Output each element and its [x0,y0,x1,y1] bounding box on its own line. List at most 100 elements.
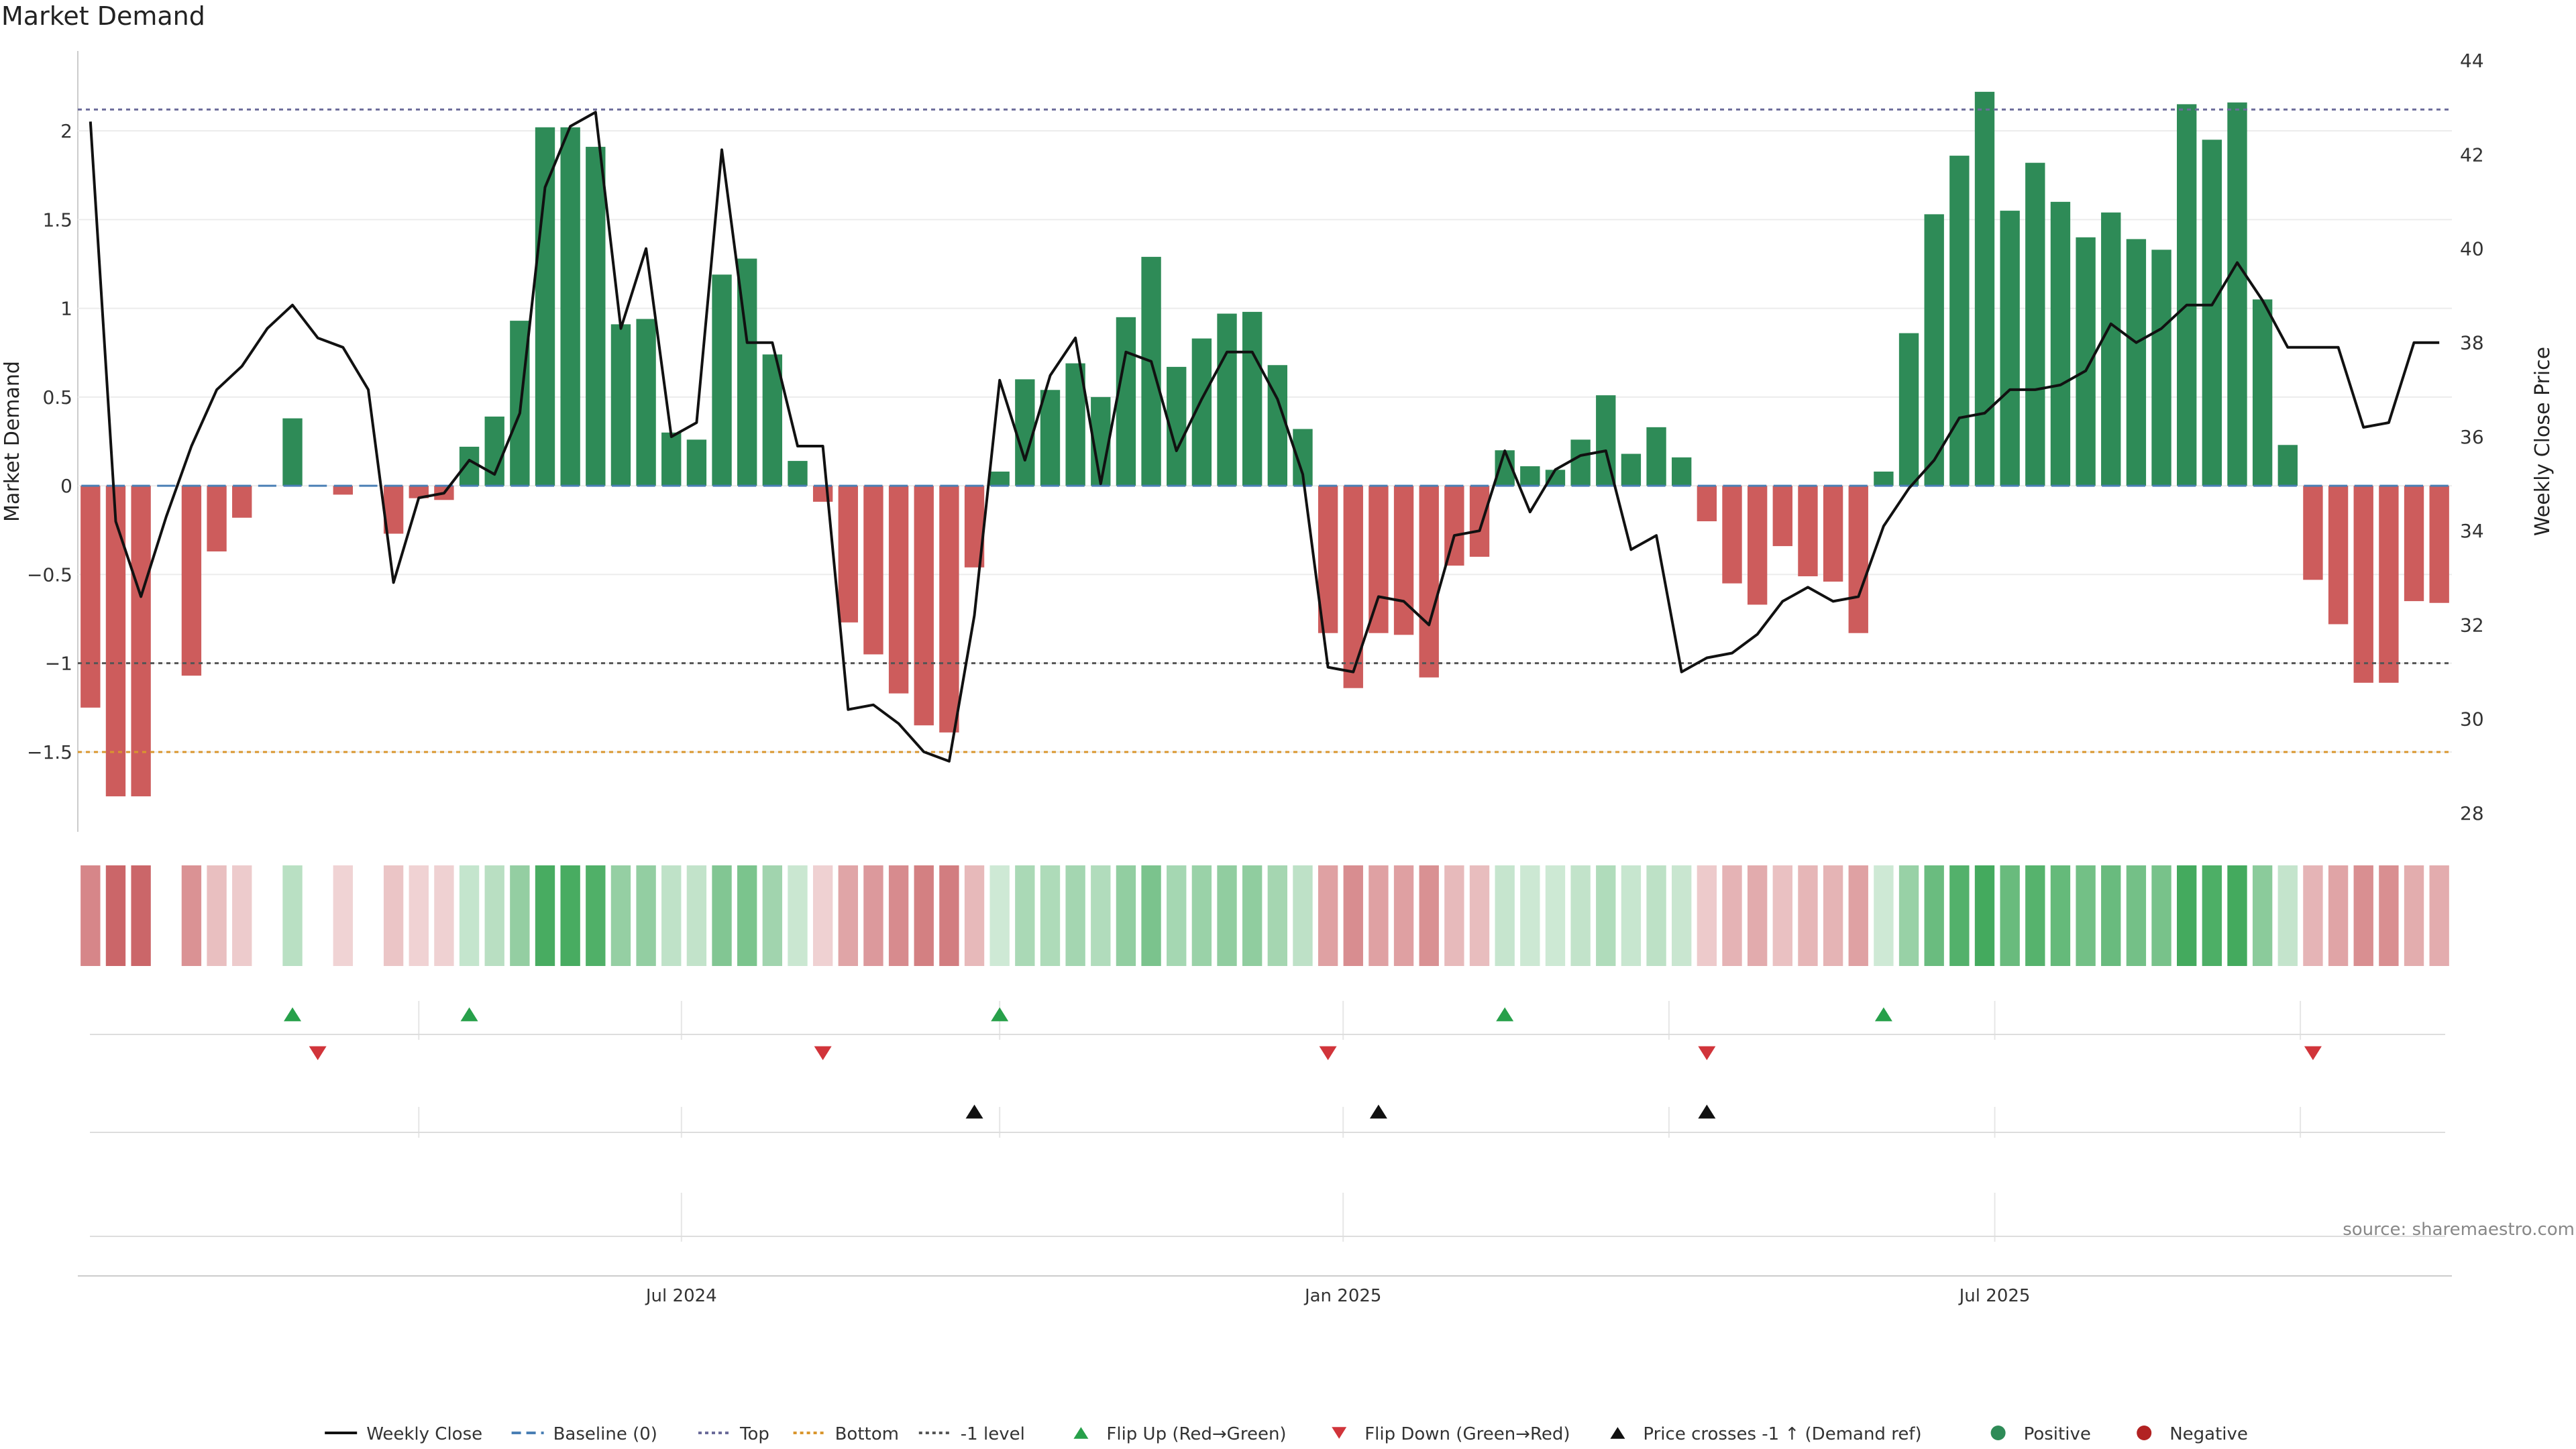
demand-bar-negative [1747,486,1768,605]
demand-bar-negative [939,486,959,733]
demand-bar-positive [1898,333,1919,486]
demand-bar-positive [459,446,480,486]
demand-bar-positive [2227,102,2247,486]
demand-bar-positive [2277,445,2298,486]
demand-heat-cell [232,865,252,966]
demand-heat-cell [1798,865,1818,966]
demand-bar-positive [610,324,631,486]
demand-heat-cell [1772,865,1792,966]
demand-bar-negative [914,486,934,726]
demand-heat-cell [989,865,1010,966]
demand-bar-negative [232,486,252,518]
demand-heat-cell [2277,865,2298,966]
x-tick-label: Jul 2025 [1958,1286,2031,1306]
demand-bar-positive [2025,162,2045,486]
demand-heat-cell [535,865,555,966]
legend-label: Price crosses -1 ↑ (Demand ref) [1643,1424,1921,1444]
demand-heat-cell [207,865,227,966]
demand-heat-cell [1596,865,1616,966]
demand-bar-negative [1722,486,1742,584]
source-note: source: sharemaestro.com [2343,1220,2575,1240]
demand-heat-cell [1520,865,1540,966]
demand-heat-cell [510,865,530,966]
demand-bar-positive [1217,313,1237,486]
demand-bar-positive [661,432,682,486]
demand-heat-cell [1722,865,1742,966]
demand-bar-negative [333,486,353,495]
demand-bar-negative [80,486,101,708]
demand-heat-cell [661,865,682,966]
demand-bar-negative [2429,486,2449,603]
demand-heat-cell [560,865,580,966]
y-tick-label: 2 [60,120,72,142]
legend-label: Flip Up (Red→Green) [1106,1424,1286,1444]
demand-heat-cell [2126,865,2147,966]
y-tick-label: 1.5 [42,209,72,231]
y-tick-label: −0.5 [27,564,72,586]
demand-heat-cell [1318,865,1338,966]
demand-bar-positive [586,146,606,486]
demand-heat-cell [1621,865,1642,966]
demand-heat-cell [788,865,808,966]
flip-down-marker [2304,1046,2322,1061]
demand-heat-cell [80,865,101,966]
weekly-close-line [89,111,2440,763]
demand-heat-cell [409,865,429,966]
demand-bar-positive [1672,457,1692,486]
demand-heat-cell [333,865,353,966]
price-cross-marker [965,1104,983,1119]
demand-heat-cell [863,865,883,966]
demand-bar-negative [1343,486,1363,688]
demand-bar-negative [838,486,858,623]
demand-bar-positive [1621,453,1642,486]
demand-heat-cell [1949,865,1970,966]
flip-down-marker [1319,1046,1337,1061]
y2-tick-label: 28 [2460,802,2484,824]
demand-bar-positive [1015,379,1035,486]
demand-bar-negative [2328,486,2349,625]
demand-heat-cell [1848,865,1868,966]
demand-heat-cell [1874,865,1894,966]
demand-bar-positive [1646,427,1666,486]
demand-bar-positive [2101,212,2121,486]
y-tick-label: 0 [60,475,72,497]
demand-bar-negative [409,486,429,498]
demand-heat-cell [1747,865,1768,966]
demand-bar-positive [686,439,707,486]
demand-bar-positive [2126,239,2147,486]
demand-bar-negative [1469,486,1490,557]
y2-tick-label: 40 [2460,238,2484,260]
price-cross-marker [1698,1104,1716,1119]
demand-heat-cell [484,865,504,966]
demand-bar-negative [863,486,883,655]
chart-title: Market Demand [1,1,205,31]
demand-bar-negative [207,486,227,552]
demand-heat-cell [1823,865,1843,966]
demand-heat-cell [964,865,985,966]
demand-heat-cell [1672,865,1692,966]
demand-heat-cell [2353,865,2373,966]
demand-bar-positive [1242,311,1263,486]
flip-down-marker [1698,1046,1716,1061]
demand-heat-cell [2202,865,2222,966]
demand-heat-cell [383,865,404,966]
demand-bar-negative [1798,486,1818,577]
demand-heat-cell [2177,865,2197,966]
demand-heat-cell [1974,865,1995,966]
demand-bar-negative [1823,486,1843,582]
demand-bar-negative [1393,486,1414,635]
demand-bar-positive [1116,317,1136,486]
demand-heat-cell [1091,865,1111,966]
flip-up-marker [991,1007,1009,1022]
demand-heat-cell [686,865,707,966]
y2-axis-label: Weekly Close Price [2531,347,2555,536]
demand-bar-negative [2404,486,2424,602]
legend-swatch-triangle-up [1610,1427,1625,1439]
legend-label: Negative [2169,1424,2248,1444]
demand-heat-cell [914,865,934,966]
demand-heat-cell [2101,865,2121,966]
demand-heat-cell [636,865,656,966]
demand-heat-cell [1393,865,1414,966]
y-tick-label: −1.5 [27,741,72,763]
